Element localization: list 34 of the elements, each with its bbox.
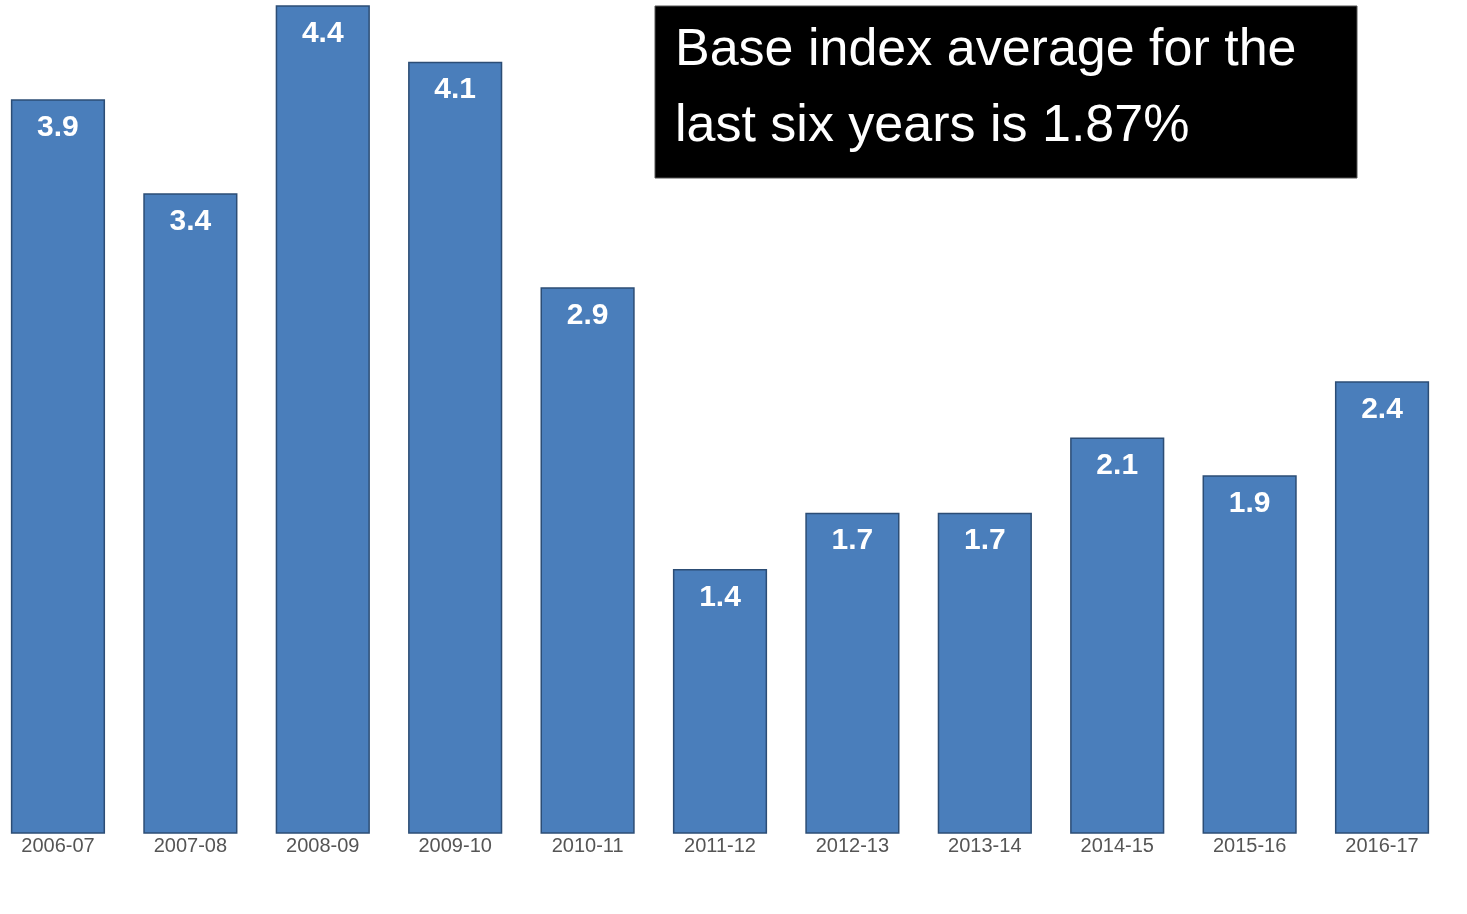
bar — [143, 193, 238, 834]
data-label: 2.9 — [566, 296, 609, 330]
bar — [937, 512, 1032, 834]
data-label: 4.1 — [434, 71, 477, 105]
x-tick-label: 2008-09 — [286, 833, 360, 856]
x-tick-label: 2012-13 — [815, 833, 890, 856]
x-tick-label: 2006-07 — [21, 833, 95, 856]
x-tick-label: 2016-17 — [1345, 833, 1419, 856]
data-label: 3.4 — [169, 202, 212, 236]
x-tick-label: 2010-11 — [551, 833, 624, 856]
bar — [1070, 437, 1165, 834]
data-label: 3.9 — [37, 108, 79, 142]
x-tick-label: 2011-12 — [684, 833, 756, 856]
x-tick-label: 2013-14 — [948, 833, 1022, 856]
data-label: 1.9 — [1228, 484, 1271, 518]
data-label: 1.7 — [963, 522, 1006, 556]
bar — [408, 61, 503, 834]
x-tick-label: 2014-15 — [1080, 833, 1154, 856]
annotation: Base index average for the last six years is 1.87% — [675, 18, 1297, 152]
data-label: 1.4 — [699, 578, 742, 612]
bar — [672, 569, 768, 834]
bar — [275, 5, 370, 834]
bar — [10, 99, 106, 834]
data-label: 2.1 — [1096, 447, 1139, 481]
x-tick-label: 2009-10 — [418, 833, 492, 856]
data-label: 1.7 — [831, 522, 874, 556]
bar — [805, 512, 900, 834]
data-label: 4.4 — [301, 15, 344, 48]
bar — [1334, 381, 1430, 834]
x-tick-label: 2015-16 — [1212, 833, 1287, 856]
x-tick-label: 2007-08 — [153, 833, 228, 856]
data-label: 2.4 — [1361, 390, 1404, 424]
bar — [1202, 475, 1297, 834]
bar — [540, 287, 635, 834]
